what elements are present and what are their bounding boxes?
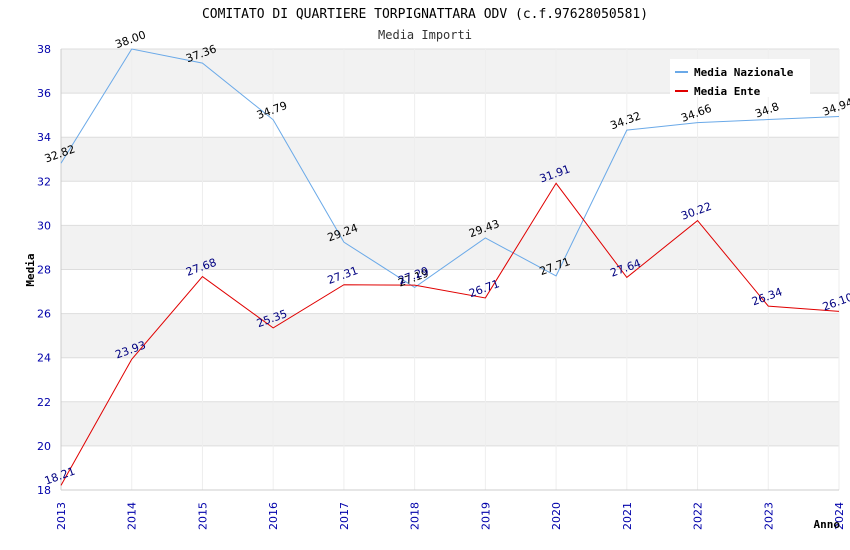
grid-band [61,137,839,182]
y-tick-label: 20 [37,440,51,453]
x-tick-label: 2017 [338,502,351,530]
x-tick-label: 2015 [196,502,209,530]
y-tick-label: 26 [37,308,51,321]
y-tick-label: 28 [37,264,51,277]
y-tick-labels: 18 20 22 24 26 28 30 32 34 36 38 [37,43,51,497]
x-tick-label: 2016 [267,502,280,530]
x-axis-label: Anno [814,518,841,531]
x-tick-label: 2018 [409,502,422,530]
series-lines [60,48,840,486]
data-label: 26.10 [821,291,850,314]
data-label: 34.8 [753,100,780,121]
legend-box [670,59,810,97]
y-tick-label: 34 [37,131,51,144]
series-line [60,182,840,486]
y-tick-label: 18 [37,484,51,497]
chart-subtitle: Media Importi [378,28,472,42]
axes [60,49,839,491]
data-label: 26.71 [467,277,501,300]
x-tick-label: 2021 [621,502,634,530]
y-tick-label: 32 [37,175,51,188]
grid-band [61,313,839,358]
legend-label: Media Nazionale [694,66,794,79]
data-label: 18.21 [43,465,77,488]
y-tick-label: 30 [37,219,51,232]
legend-label: Media Ente [694,85,761,98]
x-tick-labels: 2013 2014 2015 2016 2017 2018 2019 2020 2021 2022… [55,502,846,530]
y-tick-label: 38 [37,43,51,56]
y-tick-label: 24 [37,352,51,365]
series-line [60,48,840,288]
x-tick-label: 2022 [692,502,705,530]
grid-bands [61,49,839,446]
x-tick-label: 2024 [833,502,846,530]
x-tick-label: 2020 [550,502,563,530]
y-tick-label: 36 [37,87,51,100]
x-tick-label: 2019 [479,502,492,530]
x-tick-label: 2013 [55,502,68,530]
legend: Media Nazionale Media Ente [670,59,810,98]
data-label: 30.22 [679,200,713,223]
chart-title: COMITATO DI QUARTIERE TORPIGNATTARA ODV … [202,7,648,22]
y-tick-label: 22 [37,396,51,409]
y-axis-label: Media [24,253,37,286]
data-label: 38.00 [114,28,148,51]
grid-band [61,401,839,446]
data-label: 34.94 [821,96,850,119]
data-label: 34.66 [679,102,713,125]
x-tick-label: 2014 [126,502,139,530]
x-tick-label: 2023 [762,502,775,530]
